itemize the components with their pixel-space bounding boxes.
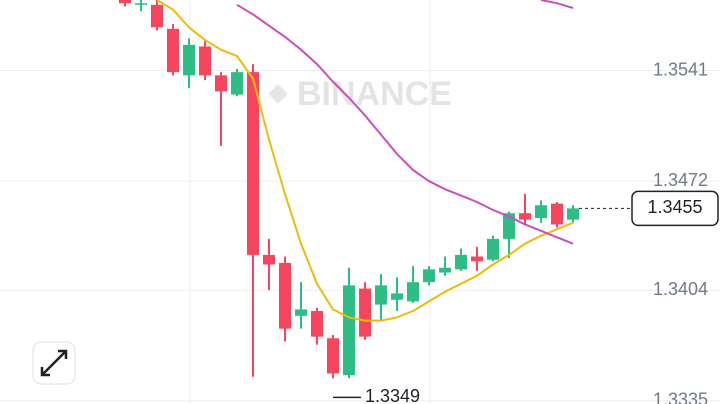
candle-body [359, 288, 371, 337]
moving-average [236, 3, 574, 245]
candle-body [487, 238, 499, 260]
candle-body [343, 285, 355, 376]
candle-body [551, 203, 563, 225]
candle-body [311, 311, 323, 337]
candle-body [119, 0, 131, 4]
candle-body [215, 75, 227, 92]
candle-body [295, 309, 307, 316]
candle-body [231, 72, 243, 95]
candle-body [423, 269, 435, 283]
candle-body [535, 205, 547, 219]
candle-body [439, 267, 451, 273]
price-box [631, 190, 719, 227]
candle-body [567, 208, 579, 220]
candle-body [135, 3, 147, 5]
watermark-logo [268, 84, 288, 104]
moving-average [156, 0, 574, 322]
watermark: BINANCE [297, 75, 452, 113]
candle-body [263, 254, 275, 265]
candle-body [455, 254, 467, 270]
candle-body [471, 256, 483, 262]
candle-body [279, 262, 291, 329]
y-tick-label: 1.3404 [653, 279, 708, 299]
candle-body [183, 44, 195, 76]
candle-body [375, 285, 387, 305]
candle-body [167, 28, 179, 73]
low-annotation: 1.3349 [365, 386, 420, 404]
moving-average [540, 0, 574, 9]
candle-body [199, 46, 211, 76]
y-tick-label: 1.3472 [653, 170, 708, 190]
candle-body [247, 72, 259, 255]
candle-body [503, 213, 515, 239]
candle-body [151, 4, 163, 28]
candle-body [407, 282, 419, 302]
candle-body [391, 293, 403, 300]
price-label: 1.3455 [647, 197, 702, 217]
expand-button[interactable] [32, 341, 76, 385]
y-tick-label: 1.3541 [653, 59, 708, 79]
candle-body [327, 338, 339, 374]
y-tick-label: 1.3335 [653, 390, 708, 404]
candle-body [519, 213, 531, 220]
